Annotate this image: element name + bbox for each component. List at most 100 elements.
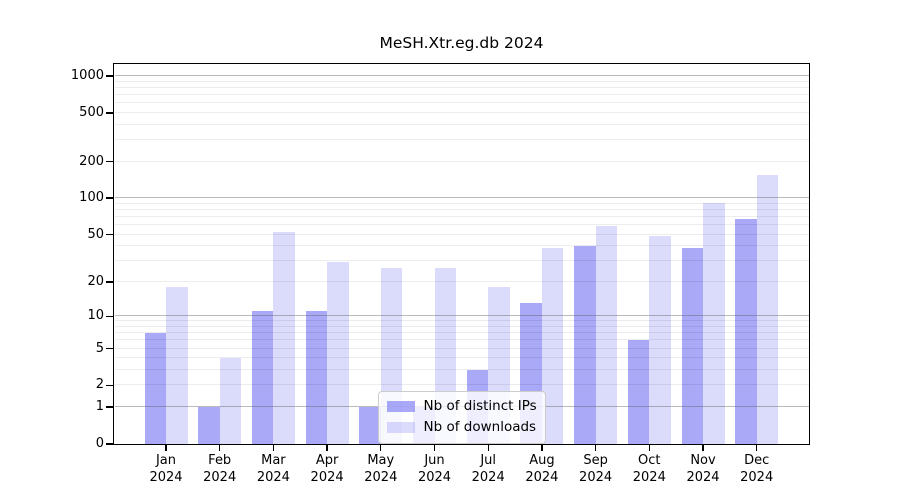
y-tick-label-10: 10 <box>87 308 104 324</box>
y-tick-label-2: 2 <box>95 377 104 393</box>
minor-gridline-600 <box>114 102 809 104</box>
bar-downloads-dec <box>756 174 779 444</box>
y-tick-label-200: 200 <box>79 153 104 169</box>
x-tick-mar <box>272 443 275 451</box>
minor-gridline-2 <box>114 384 809 386</box>
bar-downloads-mar <box>273 232 295 444</box>
bar-distinct-ips-feb <box>198 406 220 444</box>
minor-gridline-60 <box>114 224 809 226</box>
major-gridline-1000 <box>114 75 809 77</box>
minor-gridline-400 <box>114 123 809 125</box>
y-tick-label-1: 1 <box>95 399 104 415</box>
y-tick-label-5: 5 <box>95 340 104 356</box>
x-tick-label-oct: Oct 2024 <box>617 452 681 486</box>
minor-gridline-4 <box>114 357 809 359</box>
chart-legend: Nb of distinct IPs Nb of downloads <box>377 390 546 444</box>
bar-distinct-ips-may <box>359 406 381 444</box>
bar-distinct-ips-dec <box>735 218 757 444</box>
x-tick-year-apr: 2024 <box>310 470 344 485</box>
minor-gridline-300 <box>114 139 809 141</box>
bar-distinct-ips-nov <box>681 248 703 444</box>
major-gridline-100 <box>114 197 809 199</box>
bar-distinct-ips-mar <box>251 311 274 444</box>
bar-distinct-ips-sep <box>574 245 596 444</box>
y-tick-20 <box>106 281 113 283</box>
y-tick-label-100: 100 <box>79 190 104 206</box>
legend-label-distinct-ips: Nb of distinct IPs <box>423 398 537 414</box>
x-tick-label-jul: Jul 2024 <box>456 452 520 486</box>
x-tick-label-jun: Jun 2024 <box>403 452 467 486</box>
x-tick-label-jan: Jan 2024 <box>134 452 198 486</box>
x-tick-feb <box>219 443 221 451</box>
legend-item-downloads: Nb of downloads <box>386 419 537 436</box>
x-tick-jun <box>433 443 436 451</box>
plot-area: Nb of distinct IPs Nb of downloads <box>114 65 809 444</box>
y-tick-200 <box>106 160 113 163</box>
minor-gridline-3 <box>114 369 809 371</box>
y-tick-0 <box>106 443 113 445</box>
bar-downloads-apr <box>327 262 349 444</box>
bar-downloads-oct <box>649 236 671 444</box>
distinct-ips-swatch-icon <box>386 400 415 412</box>
x-tick-year-aug: 2024 <box>525 470 559 485</box>
x-tick-label-dec: Dec 2024 <box>725 452 789 486</box>
x-tick-apr <box>326 443 328 451</box>
minor-gridline-70 <box>114 215 809 217</box>
major-gridline-10 <box>114 315 809 317</box>
x-tick-year-nov: 2024 <box>686 470 720 485</box>
bar-downloads-sep <box>595 226 618 444</box>
minor-gridline-500 <box>114 111 809 113</box>
x-tick-year-jan: 2024 <box>149 470 183 485</box>
minor-gridline-30 <box>114 260 809 262</box>
y-tick-label-50: 50 <box>87 226 104 242</box>
x-tick-label-may: May 2024 <box>349 452 413 486</box>
y-tick-label-500: 500 <box>79 104 104 120</box>
minor-gridline-700 <box>114 94 809 95</box>
minor-gridline-9 <box>114 320 809 322</box>
minor-gridline-6 <box>114 339 809 341</box>
x-tick-year-dec: 2024 <box>740 470 774 485</box>
bar-downloads-aug <box>541 248 564 444</box>
minor-gridline-40 <box>114 245 809 247</box>
y-tick-label-1000: 1000 <box>70 68 104 84</box>
minor-gridline-90 <box>114 202 809 204</box>
x-tick-year-jun: 2024 <box>417 470 452 485</box>
y-tick-2 <box>106 384 113 387</box>
x-tick-year-mar: 2024 <box>256 470 290 485</box>
x-tick-label-aug: Aug 2024 <box>510 452 574 486</box>
x-tick-year-may: 2024 <box>364 470 398 485</box>
downloads-swatch-icon <box>386 421 415 433</box>
y-tick-100 <box>106 197 113 199</box>
x-tick-dec <box>756 443 758 451</box>
y-tick-1000 <box>106 75 113 77</box>
chart-title: MeSH.Xtr.eg.db 2024 <box>379 34 544 52</box>
minor-gridline-900 <box>114 80 809 82</box>
minor-gridline-8 <box>114 325 809 327</box>
x-tick-aug <box>541 443 543 451</box>
minor-gridline-5 <box>114 347 809 349</box>
bar-downloads-nov <box>703 203 725 444</box>
x-tick-jan <box>165 443 167 451</box>
legend-label-downloads: Nb of downloads <box>423 419 537 435</box>
x-tick-nov <box>702 443 704 451</box>
y-tick-500 <box>106 112 113 114</box>
x-tick-sep <box>594 443 597 451</box>
minor-gridline-7 <box>114 332 809 334</box>
y-tick-10 <box>106 315 113 317</box>
y-tick-5 <box>106 347 113 350</box>
minor-gridline-20 <box>114 280 809 282</box>
minor-gridline-50 <box>114 233 809 235</box>
x-tick-year-sep: 2024 <box>579 470 613 485</box>
minor-gridline-800 <box>114 86 809 88</box>
x-tick-year-feb: 2024 <box>203 470 237 485</box>
x-tick-may <box>380 443 382 451</box>
x-tick-label-apr: Apr 2024 <box>295 452 359 486</box>
y-tick-1 <box>106 406 113 408</box>
y-tick-label-0: 0 <box>95 436 104 451</box>
bar-distinct-ips-apr <box>305 311 328 444</box>
bar-downloads-feb <box>219 357 242 444</box>
x-tick-year-oct: 2024 <box>632 470 666 485</box>
minor-gridline-200 <box>114 160 809 162</box>
x-tick-jul <box>487 443 489 451</box>
